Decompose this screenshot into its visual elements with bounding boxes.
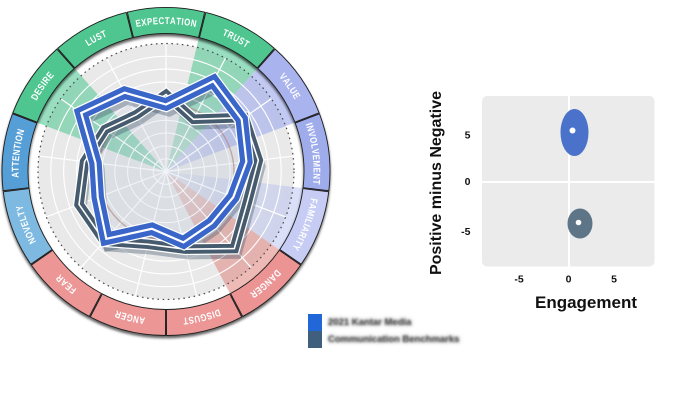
svg-text:I: I — [12, 141, 23, 145]
svg-text:L: L — [284, 81, 296, 92]
svg-text:S: S — [205, 310, 213, 322]
svg-text:V: V — [277, 71, 289, 82]
svg-text:D: D — [213, 307, 223, 319]
svg-text:T: T — [293, 238, 305, 248]
svg-text:X: X — [140, 16, 147, 28]
svg-text:S: S — [35, 82, 47, 93]
svg-text:C: C — [158, 15, 165, 26]
svg-text:G: G — [258, 280, 270, 292]
svg-text:Engagement: Engagement — [535, 293, 637, 312]
svg-text:T: T — [10, 166, 21, 171]
svg-text:N: N — [14, 128, 26, 136]
svg-text:I: I — [38, 79, 48, 87]
svg-text:L: L — [302, 217, 314, 226]
svg-text:V: V — [310, 148, 322, 155]
svg-text:U: U — [231, 32, 241, 44]
svg-text:Positive minus Negative: Positive minus Negative — [428, 91, 445, 275]
svg-text:R: R — [248, 288, 259, 301]
svg-text:G: G — [125, 312, 134, 324]
svg-text:I: I — [304, 215, 315, 220]
svg-text:T: T — [311, 179, 322, 185]
svg-text:T: T — [221, 27, 230, 39]
svg-text:A: A — [10, 172, 21, 178]
svg-text:D: D — [29, 91, 42, 102]
svg-text:Y: Y — [290, 242, 302, 252]
svg-text:R: R — [226, 29, 236, 42]
svg-text:I: I — [295, 236, 306, 243]
svg-text:E: E — [120, 310, 128, 322]
svg-text:L: L — [83, 36, 93, 48]
svg-text:T: T — [11, 143, 23, 150]
svg-text:U: U — [193, 313, 201, 325]
svg-text:E: E — [152, 15, 158, 26]
svg-text:T: T — [182, 315, 189, 327]
svg-text:E: E — [18, 220, 30, 229]
svg-text:E: E — [135, 17, 142, 29]
svg-text:F: F — [308, 197, 320, 204]
svg-text:E: E — [63, 281, 74, 293]
svg-text:T: T — [241, 38, 251, 50]
svg-text:P: P — [146, 16, 152, 28]
svg-text:T: T — [176, 16, 182, 27]
svg-text:E: E — [311, 168, 322, 173]
svg-text:0: 0 — [566, 274, 572, 286]
svg-text:L: L — [309, 143, 321, 150]
svg-text:Communication Benchmarks: Communication Benchmarks — [328, 334, 459, 345]
svg-text:Communication Benchmarks: Communication Benchmarks — [328, 334, 459, 345]
svg-text:A: A — [138, 314, 146, 326]
svg-text:A: A — [299, 225, 312, 235]
svg-text:O: O — [307, 136, 319, 144]
svg-text:I: I — [304, 121, 315, 127]
svg-text:R: R — [113, 308, 122, 320]
svg-text:I: I — [181, 16, 184, 27]
svg-text:S: S — [236, 35, 246, 47]
svg-text:N: N — [311, 173, 322, 179]
svg-text:T: T — [10, 161, 21, 167]
svg-text:V: V — [306, 130, 318, 138]
svg-text:0: 0 — [465, 176, 471, 188]
svg-text:A: A — [307, 202, 319, 211]
svg-text:U: U — [287, 85, 299, 96]
svg-text:-5: -5 — [514, 274, 523, 286]
svg-text:2021 Kantar Media: 2021 Kantar Media — [328, 317, 412, 328]
svg-text:Y: Y — [14, 204, 26, 212]
svg-text:N: N — [262, 276, 274, 288]
svg-text:E: E — [253, 285, 264, 297]
svg-text:T: T — [15, 209, 27, 217]
svg-text:N: N — [304, 124, 316, 133]
svg-text:T: T — [99, 28, 108, 40]
svg-text:R: R — [40, 74, 53, 86]
svg-text:O: O — [13, 134, 25, 142]
svg-text:A: A — [170, 15, 177, 26]
svg-text:U: U — [88, 33, 98, 45]
svg-text:M: M — [311, 160, 322, 167]
svg-text:T: T — [165, 15, 170, 26]
svg-text:A: A — [281, 76, 294, 88]
svg-text:V: V — [21, 225, 33, 234]
svg-text:5: 5 — [611, 274, 617, 286]
svg-text:E: E — [310, 154, 321, 160]
svg-text:N: N — [26, 236, 38, 246]
svg-text:-5: -5 — [461, 226, 470, 238]
svg-text:E: E — [290, 91, 302, 101]
svg-text:N: N — [190, 17, 198, 29]
svg-text:L: L — [17, 214, 29, 222]
svg-text:M: M — [305, 208, 317, 217]
svg-text:O: O — [23, 230, 36, 240]
svg-text:E: E — [10, 155, 21, 161]
svg-text:E: E — [44, 70, 56, 81]
svg-text:N: N — [132, 313, 140, 325]
svg-text:E: E — [32, 87, 44, 97]
svg-text:2021 Kantar Media: 2021 Kantar Media — [328, 317, 412, 328]
svg-text:S: S — [94, 30, 104, 42]
svg-text:O: O — [183, 16, 191, 28]
svg-text:N: N — [11, 149, 23, 156]
svg-text:I: I — [211, 309, 217, 320]
svg-text:S: S — [188, 314, 195, 326]
svg-text:R: R — [296, 230, 309, 240]
svg-text:I: I — [301, 222, 312, 228]
svg-text:5: 5 — [465, 130, 471, 142]
svg-text:G: G — [199, 312, 208, 324]
svg-text:F: F — [67, 284, 78, 296]
